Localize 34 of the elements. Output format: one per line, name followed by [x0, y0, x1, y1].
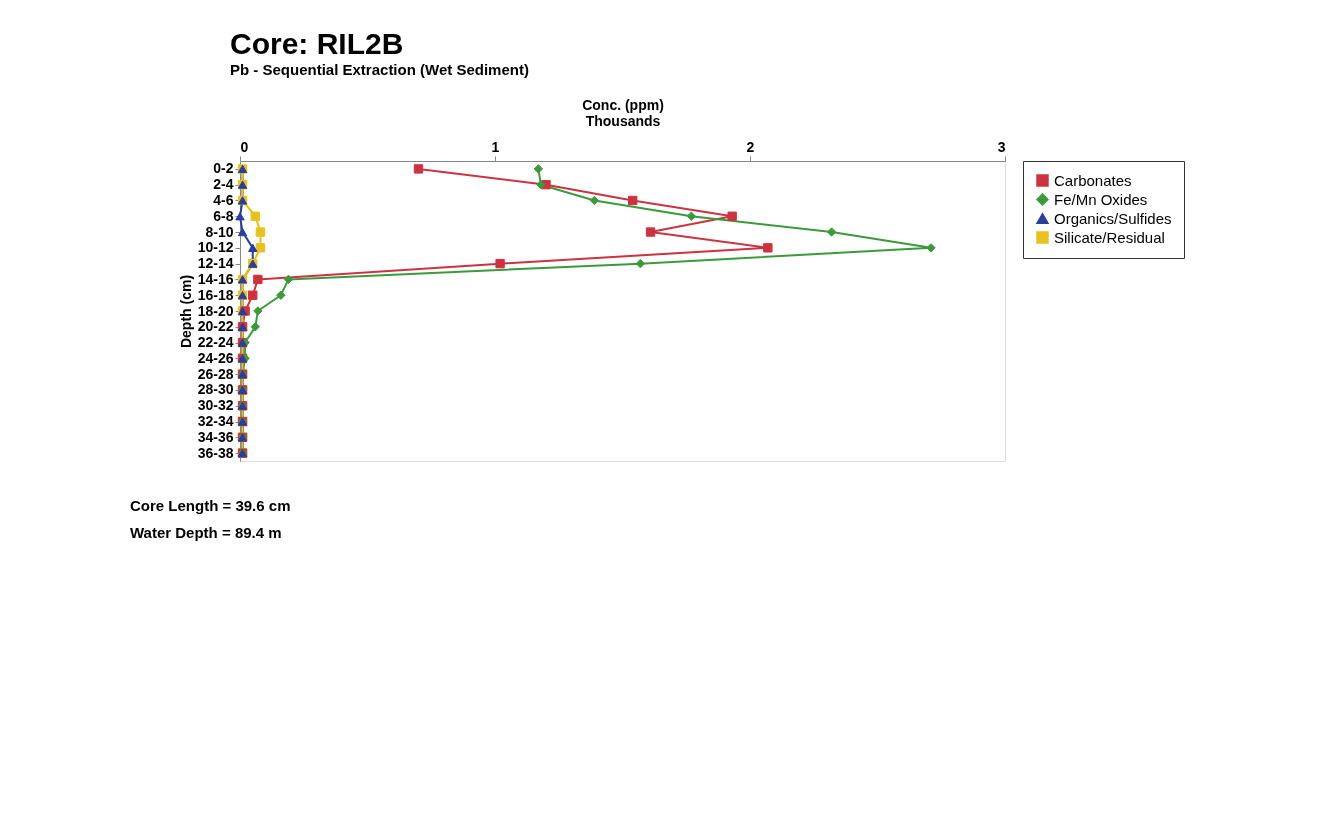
- y-tick-label: 10-12: [197, 239, 234, 256]
- y-tick-label: 24-26: [197, 349, 234, 366]
- legend-label: Organics/Sulfides: [1054, 209, 1172, 227]
- x-tick-label: 1: [491, 138, 500, 155]
- y-tick-label: 32-34: [197, 413, 234, 430]
- y-tick-label: 34-36: [197, 428, 234, 445]
- y-tick-label: 18-20: [197, 302, 234, 319]
- legend-label: Carbonates: [1054, 171, 1132, 189]
- text: Core Length = 39.6 cm: [130, 497, 291, 514]
- y-tick-label: 26-28: [197, 365, 234, 382]
- chart-title: Core: RIL2B: [230, 27, 404, 60]
- x-tick-label: 0: [240, 138, 249, 155]
- y-tick-label: 8-10: [205, 223, 234, 240]
- x-axis-title: Conc. (ppm): [582, 96, 664, 113]
- text: Thousands: [585, 112, 661, 129]
- legend-label: Fe/Mn Oxides: [1054, 190, 1148, 208]
- y-tick-label: 0-2: [213, 160, 234, 177]
- y-tick-label: 22-24: [197, 334, 234, 351]
- legend-label: Silicate/Residual: [1054, 228, 1165, 246]
- y-tick-label: 14-16: [197, 270, 234, 287]
- y-tick-label: 28-30: [197, 381, 234, 398]
- chart-subtitle: Pb - Sequential Extraction (Wet Sediment): [230, 61, 529, 78]
- y-tick-label: 36-38: [197, 444, 234, 461]
- x-tick-label: 2: [746, 138, 755, 155]
- y-tick-label: 16-18: [197, 286, 234, 303]
- y-tick-label: 12-14: [197, 255, 234, 272]
- text: Water Depth = 89.4 m: [130, 524, 282, 541]
- y-tick-label: 2-4: [213, 176, 234, 193]
- y-tick-label: 20-22: [197, 318, 234, 335]
- y-axis-title: Depth (cm): [177, 274, 194, 349]
- y-tick-label: 30-32: [197, 397, 234, 414]
- y-tick-label: 4-6: [213, 191, 234, 208]
- x-tick-label: 3: [997, 138, 1006, 155]
- y-tick-label: 6-8: [213, 207, 234, 224]
